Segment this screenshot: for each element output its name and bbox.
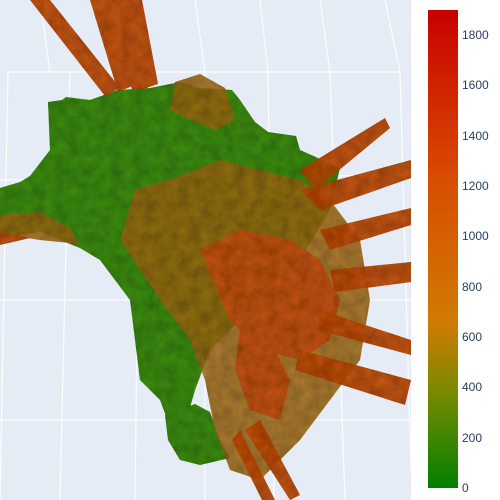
colorbar-tick-label: 800: [462, 279, 483, 294]
colorbar-tick-label: 1600: [462, 78, 489, 93]
surface-3d-view[interactable]: [0, 0, 411, 500]
surface-plot-scene[interactable]: [0, 0, 411, 500]
colorbar-tick-label: 1000: [462, 229, 489, 244]
colorbar-tick-label: 0: [462, 481, 469, 495]
colorbar-tick-label: 200: [462, 430, 483, 445]
colorbar-tick-label: 1800: [462, 28, 489, 43]
colorbar-gradient: [428, 10, 458, 488]
colorbar-tick-label: 1400: [462, 128, 489, 143]
colorbar-tick-label: 1200: [462, 179, 489, 194]
colorbar: 0 200 400 600 800 1000 1200 1400 1600 1800: [424, 8, 489, 495]
colorbar-tick-label: 600: [462, 330, 483, 345]
terrain-high-region: [200, 230, 340, 420]
terrain-spikes: [0, 0, 411, 500]
colorbar-tick-label: 400: [462, 380, 483, 395]
surface-trace[interactable]: [0, 0, 411, 500]
